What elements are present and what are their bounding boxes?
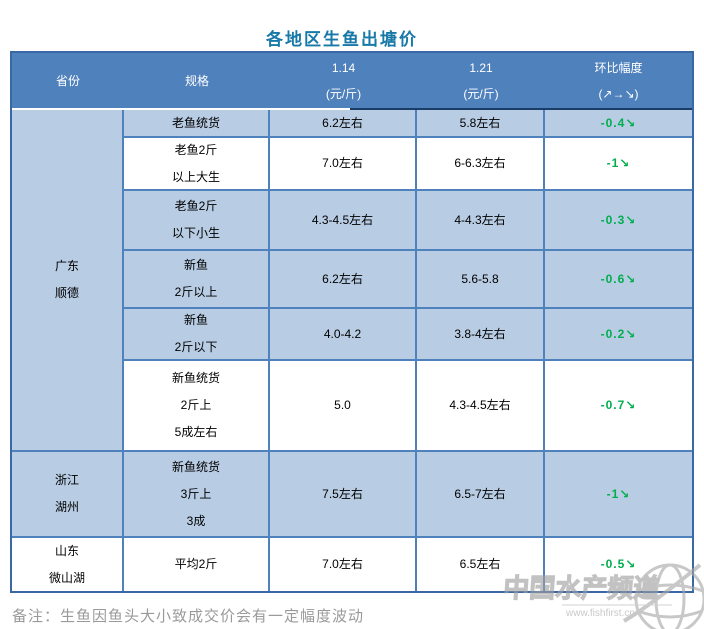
price-0114-cell: 7.0左右	[270, 538, 415, 591]
header-unit: (元/斤)	[463, 86, 499, 101]
price-0114-cell: 4.3-4.5左右	[270, 191, 415, 249]
globe-icon	[622, 563, 704, 629]
spec-line: 老鱼2斤	[174, 142, 218, 157]
change-cell: -0.7↘	[545, 361, 692, 450]
spec-line: 新鱼	[183, 258, 208, 272]
spec-cell: 老鱼2斤 以上大生	[124, 138, 268, 189]
header-cell-spec: 规格	[124, 53, 270, 108]
province-cell-zhejiang-huzhou: 浙江 湖州	[12, 452, 122, 536]
price-0121-cell: 6-6.3左右	[417, 138, 543, 189]
spec-line: 2斤以上	[174, 285, 218, 299]
price-0114-cell: 7.0左右	[270, 138, 415, 189]
header-cell-change: 环比幅度 (↗→↘)	[545, 53, 692, 108]
change-cell: -0.2↘	[545, 309, 692, 359]
price-0114-cell: 6.2左右	[270, 110, 415, 136]
spec-line: 老鱼2斤	[174, 199, 218, 213]
spec-cell: 新鱼统货 3斤上 3成	[124, 452, 268, 536]
price-0121-cell: 6.5-7左右	[417, 452, 543, 536]
spec-line: 2斤以下	[174, 340, 218, 354]
price-0121-cell: 5.8左右	[417, 110, 543, 136]
price-0114-cell: 5.0	[270, 361, 415, 450]
province-cell-shandong-weishanhu: 山东 微山湖	[12, 538, 122, 591]
province-line: 湖州	[54, 500, 79, 514]
header-bottom-white-strip	[12, 108, 350, 110]
spec-cell: 新鱼 2斤以下	[124, 309, 268, 359]
province-line: 广东	[54, 259, 79, 273]
price-0114-cell: 4.0-4.2	[270, 309, 415, 359]
spec-line: 以下小生	[171, 226, 220, 240]
change-cell: -0.4↘	[545, 110, 692, 136]
price-0121-cell: 3.8-4左右	[417, 309, 543, 359]
spec-line: 新鱼统货	[171, 459, 220, 474]
change-cell: -1↘	[545, 138, 692, 189]
header-date: 1.21	[469, 60, 493, 75]
change-cell: -0.3↘	[545, 191, 692, 249]
header-label: 环比幅度	[594, 60, 643, 75]
province-line: 浙江	[54, 473, 79, 487]
price-0121-cell: 4.3-4.5左右	[417, 361, 543, 450]
spec-line: 3斤上	[180, 486, 212, 501]
province-line: 顺德	[54, 286, 79, 300]
spec-cell: 新鱼 2斤以上	[124, 251, 268, 307]
spec-cell: 老鱼2斤 以下小生	[124, 191, 268, 249]
price-0114-cell: 6.2左右	[270, 251, 415, 307]
spec-line: 新鱼统货	[171, 371, 220, 385]
watermark-url: www.fishfirst.cn	[565, 608, 635, 619]
province-cell-guangdong-shunde: 广东 顺德	[12, 110, 122, 450]
header-cell-date-0121: 1.21 (元/斤)	[417, 53, 545, 108]
price-0114-cell: 7.5左右	[270, 452, 415, 536]
price-0121-cell: 4-4.3左右	[417, 191, 543, 249]
header-label: 规格	[184, 73, 209, 88]
price-0121-cell: 5.6-5.8	[417, 251, 543, 307]
page-title: 各地区生鱼出塘价	[266, 30, 418, 49]
change-cell: -1↘	[545, 452, 692, 536]
spec-line: 新鱼	[183, 313, 208, 327]
header-unit: (元/斤)	[325, 86, 362, 101]
header-cell-date-0114: 1.14 (元/斤)	[270, 53, 417, 108]
header-date: 1.14	[331, 60, 356, 75]
province-line: 微山湖	[48, 570, 85, 585]
watermark-text: 中国水产频道	[504, 573, 660, 603]
spec-line: 平均2斤	[174, 557, 218, 571]
spec-line: 3成	[186, 513, 206, 528]
header-cell-province: 省份	[12, 53, 124, 108]
spec-line: 5成左右	[174, 425, 218, 439]
footer-note: 备注：生鱼因鱼头大小致成交价会有一定幅度波动	[12, 608, 365, 625]
header-label: 省份	[55, 73, 80, 88]
watermark: 中国水产频道 www.fishfirst.cn	[504, 551, 704, 629]
price-table: 省份 规格 1.14 (元/斤) 1.21 (元/斤) 环比幅度 (↗→↘) 广…	[10, 51, 694, 593]
spec-line: 以上大生	[171, 169, 220, 184]
province-line: 山东	[54, 543, 79, 558]
trend-arrows-icon: (↗→↘)	[598, 86, 639, 101]
change-cell: -0.6↘	[545, 251, 692, 307]
spec-line: 老鱼统货	[171, 115, 220, 130]
spec-line: 2斤上	[180, 398, 212, 412]
spec-cell: 老鱼统货	[124, 110, 268, 136]
table-header: 省份 规格 1.14 (元/斤) 1.21 (元/斤) 环比幅度 (↗→↘)	[12, 53, 692, 108]
spec-cell: 新鱼统货 2斤上 5成左右	[124, 361, 268, 450]
spec-cell: 平均2斤	[124, 538, 268, 591]
price-0121-cell: 6.5左右	[417, 538, 543, 591]
header-bottom-dark-strip	[350, 108, 692, 110]
